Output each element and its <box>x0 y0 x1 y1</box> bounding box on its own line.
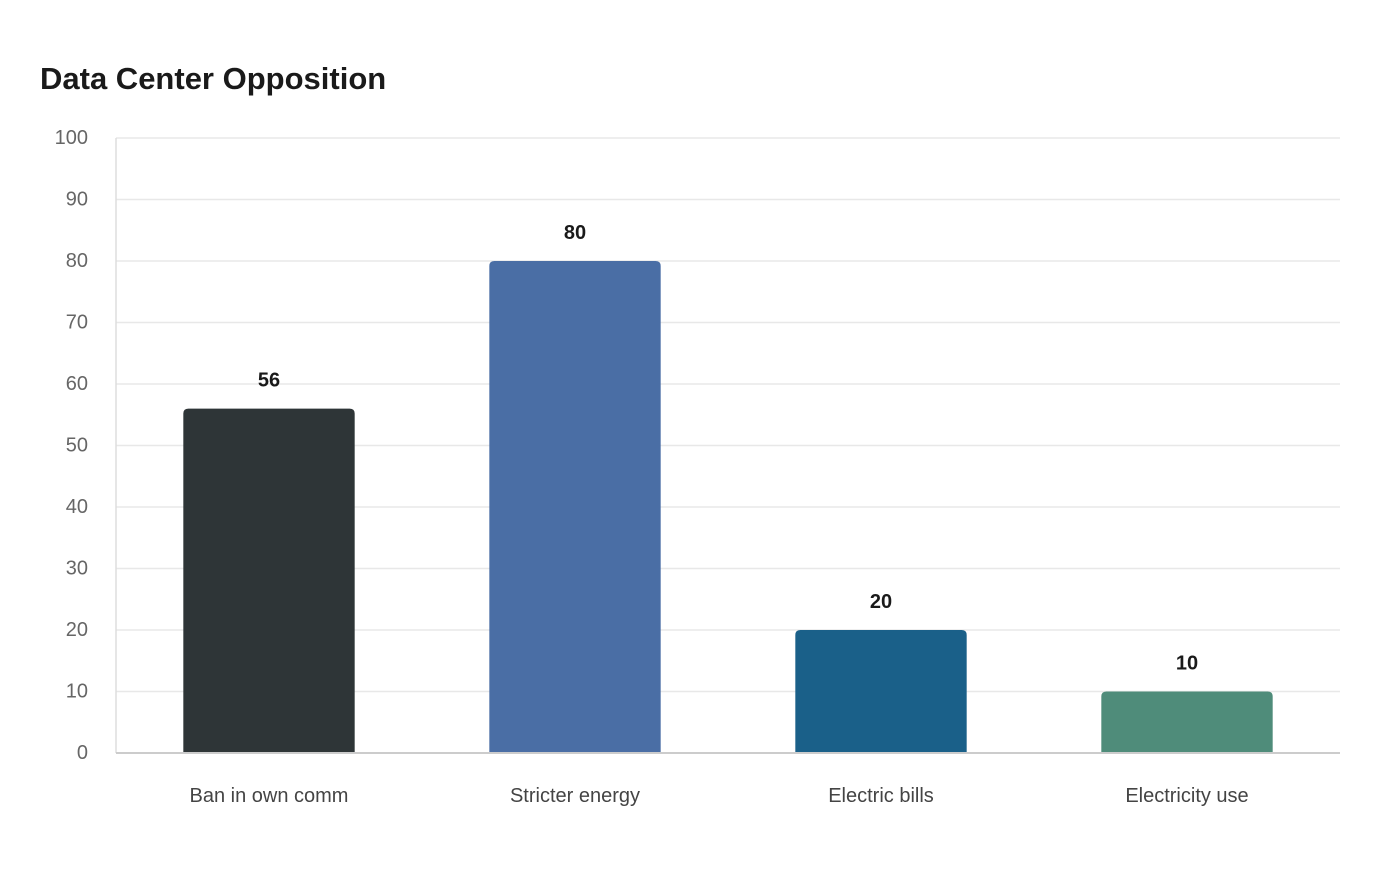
bars <box>183 261 1273 753</box>
y-tick-label: 30 <box>66 558 88 580</box>
y-tick-label: 10 <box>66 681 88 703</box>
chart-title: Data Center Opposition <box>40 61 387 96</box>
x-tick-label: Electric bills <box>828 785 934 807</box>
data-label: 56 <box>258 370 280 392</box>
x-tick-label: Electricity use <box>1125 785 1248 807</box>
data-label: 10 <box>1176 653 1198 675</box>
bar <box>1101 691 1273 753</box>
y-tick-label: 0 <box>77 742 88 764</box>
y-tick-label: 20 <box>66 619 88 641</box>
x-axis-ticks: Ban in own comm Stricter energy Electric b… <box>190 785 1249 807</box>
y-tick-label: 70 <box>66 312 88 334</box>
bar <box>183 408 355 753</box>
y-tick-label: 100 <box>55 127 88 149</box>
y-tick-label: 50 <box>66 435 88 457</box>
y-tick-label: 80 <box>66 250 88 272</box>
y-tick-label: 60 <box>66 373 88 395</box>
y-tick-label: 90 <box>66 189 88 211</box>
x-tick-label: Ban in own comm <box>190 785 349 807</box>
y-tick-label: 40 <box>66 496 88 518</box>
data-label: 80 <box>564 222 586 244</box>
y-axis-ticks: 0 10 20 30 40 50 60 70 80 90 100 <box>55 127 88 764</box>
x-tick-label: Stricter energy <box>510 785 640 807</box>
data-labels: 56 80 20 10 <box>258 222 1198 675</box>
data-label: 20 <box>870 591 892 613</box>
bar <box>489 261 661 753</box>
bar <box>795 630 967 753</box>
